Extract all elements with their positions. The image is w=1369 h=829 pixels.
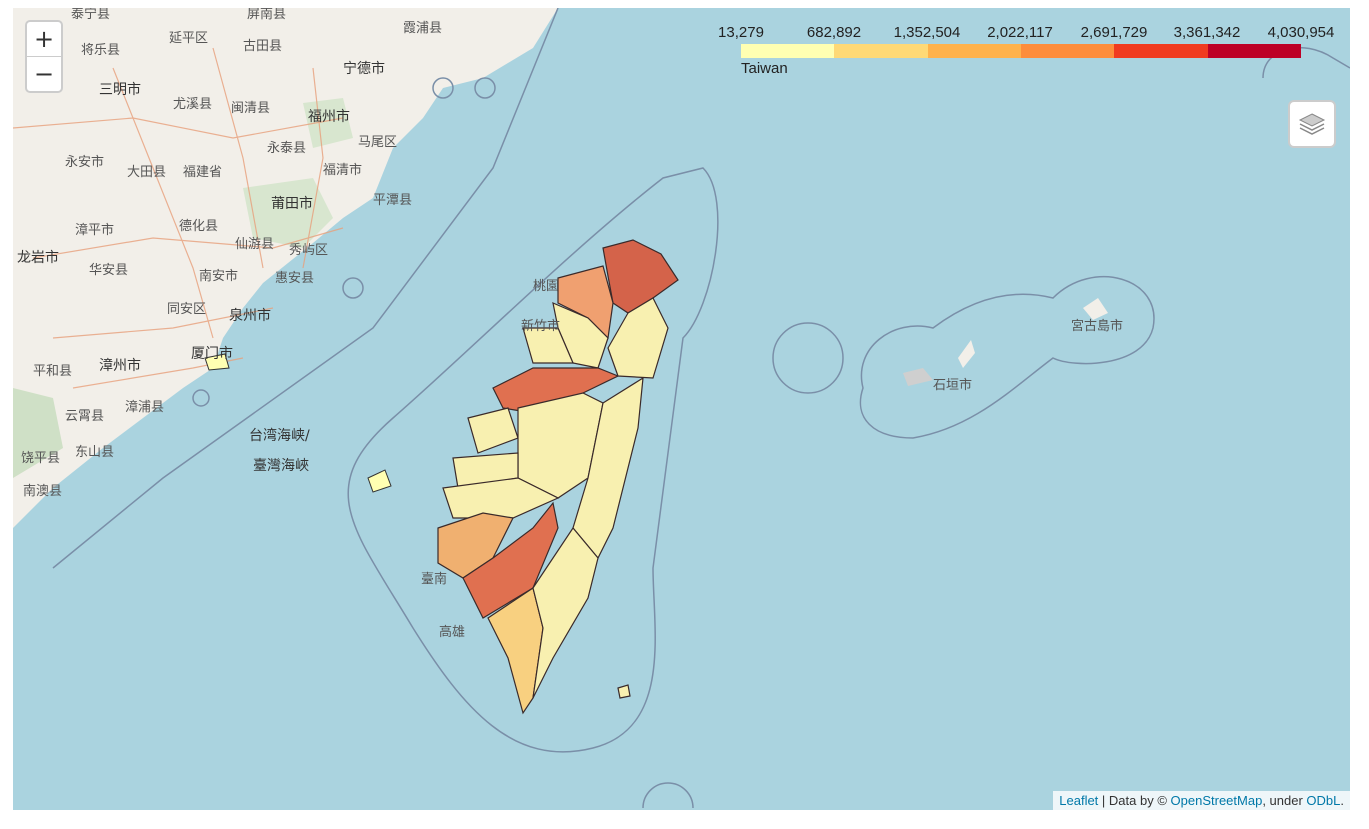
ishigaki-island [958,340,975,368]
label-yongan: 永安市 [65,154,104,170]
label-xianyou: 仙游县 [235,237,274,252]
label-datian: 大田县 [127,165,166,180]
label-nanan: 南安市 [199,268,238,284]
region-chiayi [442,477,560,519]
label-raoping: 饶平县 [21,451,60,466]
attribution-text: . [1340,793,1344,808]
label-sanming: 三明市 [99,81,141,98]
label-taoyuan: 桃園 [533,279,559,294]
road-network [13,47,344,389]
choropleth-layer [437,239,679,715]
legend-tick: 3,361,342 [1173,24,1241,41]
label-xiapu: 霞浦县 [403,21,442,36]
label-zhangping: 漳平市 [75,222,114,238]
region-lanyu [617,684,631,699]
legend-tick: 1,352,504 [893,24,961,41]
maritime-boundaries [52,8,1350,809]
miyako-island [1083,298,1108,320]
color-legend: 13,279 682,892 1,352,504 2,022,117 2,691… [713,24,1343,84]
legend-color-bar [741,44,1301,58]
kinmen-island [204,353,230,371]
legend-color-segment [1020,44,1115,58]
label-quanzhou: 泉州市 [229,307,271,324]
label-huian: 惠安县 [275,271,314,286]
label-xiamen: 厦门市 [191,345,233,362]
region-changhua [467,407,519,454]
label-tainan: 臺南 [421,571,447,587]
region-hualien [572,376,644,560]
region-taipei [602,239,679,314]
label-tongan: 同安区 [167,302,206,317]
label-xiuyu: 秀屿区 [289,243,328,258]
osm-link[interactable]: OpenStreetMap [1170,793,1263,808]
legend-color-segment [741,44,835,58]
label-fuzhou: 福州市 [308,108,350,125]
zoom-in-button[interactable]: + [33,25,55,53]
layers-control-button[interactable] [1288,100,1336,148]
label-fujian-province: 福建省 [183,165,222,180]
label-huaan: 华安县 [89,263,128,278]
label-zhangzhou: 漳州市 [99,357,141,374]
region-miaoli [522,327,574,364]
label-yunxiao: 云霄县 [65,409,104,424]
label-youxi: 尤溪县 [173,97,212,112]
legend-color-segment [927,44,1021,58]
region-yilan [607,297,669,379]
label-strait-1: 台湾海峡/ [249,427,310,444]
legend-tick: 4,030,954 [1267,24,1335,41]
odbl-link[interactable]: ODbL [1306,793,1341,808]
label-ningde: 宁德市 [343,60,385,77]
mainland-landmass [13,8,558,528]
label-ishigaki: 石垣市 [933,377,972,393]
zoom-out-button[interactable]: − [27,56,61,91]
penghu-islands [367,469,392,493]
legend-tick: 13,279 [718,24,764,41]
attribution-text: , under [1262,793,1307,808]
map-viewport[interactable]: 宁德市 福州市 马尾区 福清市 平潭县 莆田市 泉州市 厦门市 漳州市 龙岩市 … [13,8,1350,810]
legend-tick: 2,022,117 [987,24,1053,41]
label-nanao: 南澳县 [23,483,62,499]
label-jiangle: 将乐县 [81,43,120,58]
legend-tick: 682,892 [806,24,862,41]
layers-icon [1298,113,1326,135]
label-pingtan: 平潭县 [373,193,412,208]
leaflet-link[interactable]: Leaflet [1059,793,1099,808]
terrain-patch [303,98,353,148]
zoom-control: + − [25,20,63,93]
label-pinghe: 平和县 [33,364,72,379]
attribution-text: | Data by © [1098,793,1171,808]
label-hsinchu: 新竹市 [521,318,560,334]
label-dehua: 德化县 [179,219,218,234]
label-miyakojima: 宮古島市 [1071,318,1123,334]
label-mawei: 马尾区 [358,135,397,150]
legend-color-segment [1207,44,1301,58]
label-yanping: 延平区 [169,31,208,46]
region-taitung [532,526,599,699]
label-strait-2: 臺灣海峽 [253,458,309,474]
label-longyan: 龙岩市 [17,249,59,266]
basemap[interactable]: 宁德市 福州市 马尾区 福清市 平潭县 莆田市 泉州市 厦门市 漳州市 龙岩市 … [13,8,1350,810]
label-taining: 泰宁县 [71,8,110,22]
label-yongtai: 永泰县 [267,141,306,156]
legend-tick: 2,691,729 [1080,24,1148,41]
legend-color-segment [834,44,928,58]
legend-caption: Taiwan [741,60,788,77]
label-fuqing: 福清市 [323,162,362,178]
label-dongshan: 东山县 [75,445,114,460]
legend-color-segment [1114,44,1208,58]
region-kaohsiung [462,501,559,619]
map-labels: 宁德市 福州市 马尾区 福清市 平潭县 莆田市 泉州市 厦门市 漳州市 龙岩市 … [17,8,1123,640]
label-minqing: 闽清县 [231,101,270,116]
terrain-patch [243,178,333,248]
label-pingnan: 屏南县 [247,8,286,22]
ishigaki-island [903,368,933,386]
label-putian: 莆田市 [271,195,313,212]
label-gutian: 古田县 [243,39,282,54]
attribution: Leaflet | Data by © OpenStreetMap, under… [1053,791,1350,810]
terrain-patch [13,388,63,478]
label-kaohsiung: 高雄 [439,624,465,640]
label-zhangpu: 漳浦县 [125,399,164,415]
